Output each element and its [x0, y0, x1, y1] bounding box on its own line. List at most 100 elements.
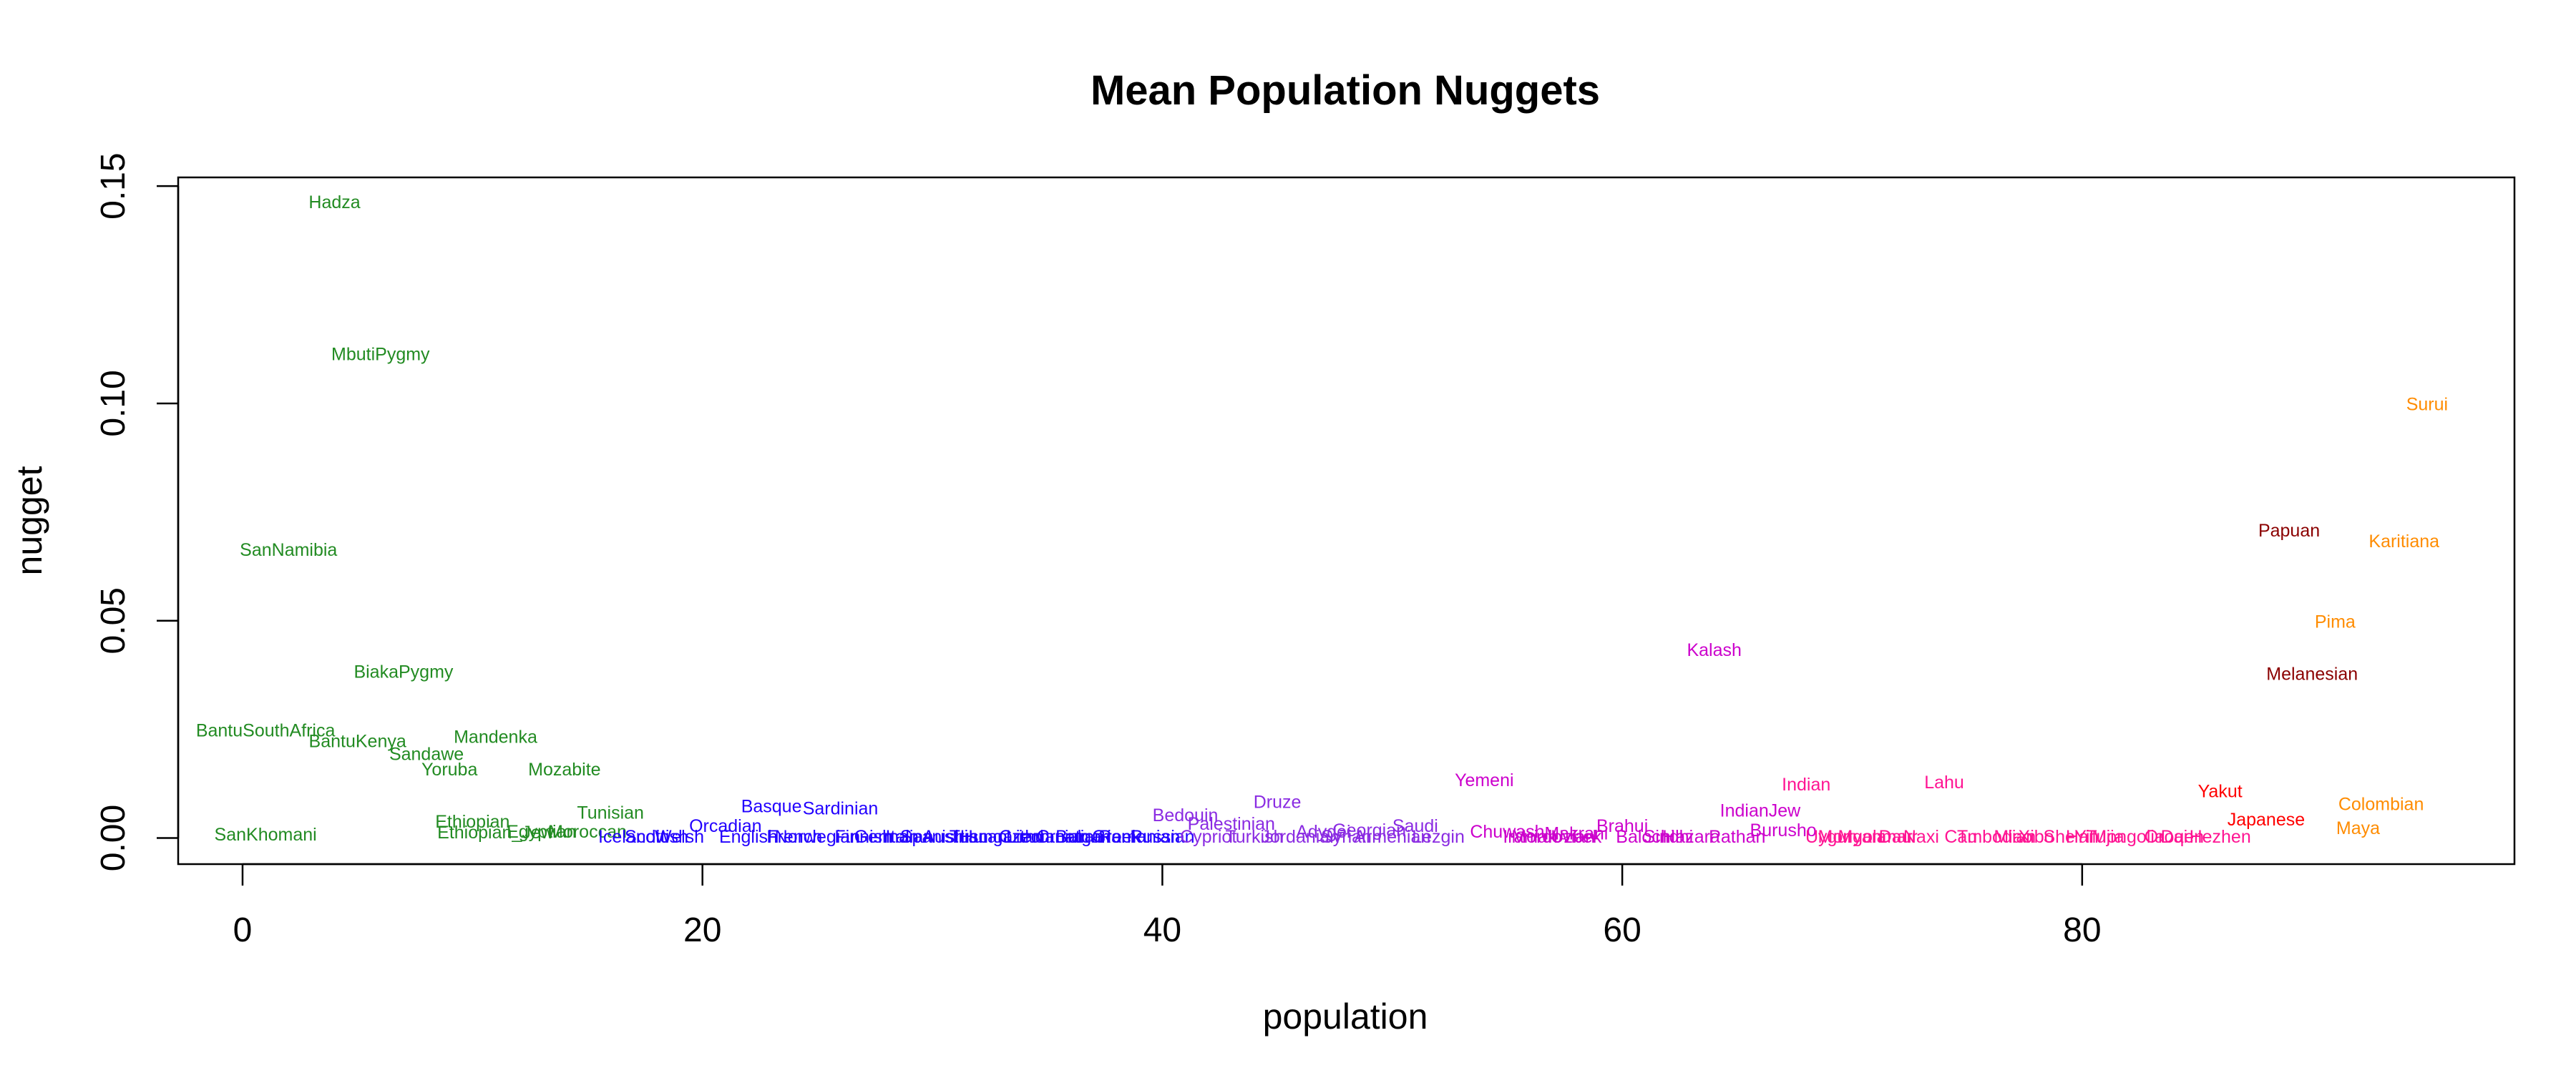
chart-title: Mean Population Nuggets	[1091, 67, 1600, 114]
point-label-mordovian: Mordovian	[1511, 827, 1595, 847]
point-label-miao: Miao	[1994, 827, 2032, 847]
point-label-indianjew: IndianJew	[1720, 801, 1802, 821]
point-label-bantukenya: BantuKenya	[309, 731, 406, 751]
point-label-yakut: Yakut	[2198, 781, 2243, 801]
point-label-hazara: Hazara	[1662, 827, 1720, 847]
point-label-dai: Dai	[2161, 827, 2188, 847]
point-label-melanesian: Melanesian	[2266, 664, 2358, 684]
point-label-orcadian: Orcadian	[689, 816, 761, 836]
y-tick-label: 0.10	[94, 370, 132, 436]
point-label-scottish: Scottish	[625, 827, 688, 847]
y-axis: 0.00 0.05 0.10 0.15	[94, 152, 180, 871]
point-label-lithuanian: Lithuanian	[1006, 827, 1088, 847]
point-label-syrian: Syrian	[1321, 827, 1372, 847]
point-label-yoruba: Yoruba	[421, 760, 477, 780]
point-label-norwegian: Norwegian	[775, 827, 861, 847]
point-label-japanese: Japanese	[2228, 810, 2305, 830]
point-label-tujia: Tujia	[2086, 827, 2124, 847]
point-label-makrani: Makrani	[1544, 823, 1608, 843]
point-label-armenian: Armenian	[1354, 827, 1430, 847]
point-label-biakapygmy: BiakaPygmy	[353, 662, 453, 682]
point-label-indian: Indian	[1782, 775, 1830, 795]
point-label-han: Han	[2066, 827, 2099, 847]
point-label-cypriot: Cypriot	[1180, 827, 1236, 847]
x-tick-label: 80	[2063, 911, 2101, 949]
point-label-basque: Basque	[741, 797, 802, 817]
point-label-mozabite: Mozabite	[528, 760, 600, 780]
point-label-palestinian: Palestinian	[1188, 814, 1275, 834]
point-label-balochi: Balochi	[1616, 827, 1674, 847]
point-label-sindhi: Sindhi	[1644, 827, 1694, 847]
x-axis: 0 20 40 60 80	[233, 863, 2102, 949]
point-label-welsh: Welsh	[655, 827, 704, 847]
point-label-sannamibia: SanNamibia	[240, 540, 337, 560]
x-tick-label: 40	[1143, 911, 1181, 949]
point-label-croatian: Croatian	[1037, 827, 1105, 847]
point-label-romanian: Romanian	[1098, 827, 1180, 847]
point-label-pathan: Pathan	[1709, 827, 1765, 847]
point-label-sankhomani: SanKhomani	[215, 825, 317, 845]
point-label-mandenka: Mandenka	[454, 727, 537, 747]
point-label-karitiana: Karitiana	[2368, 531, 2439, 552]
point-label-greek: Greek	[1092, 827, 1141, 847]
point-label-italian: Italian	[886, 827, 934, 847]
point-label-austrian: Austrian	[922, 827, 988, 847]
point-label-oroqen: Oroqen	[2145, 827, 2204, 847]
point-label-chuwash: Chuwash	[1470, 822, 1544, 842]
point-label-yemeni: Yemeni	[1455, 770, 1513, 790]
point-label-she: She	[2043, 827, 2074, 847]
point-label-english: English	[719, 827, 778, 847]
point-label-finnish: Finnish	[834, 827, 892, 847]
point-label-lahu: Lahu	[1924, 773, 1964, 793]
point-label-french: French	[766, 827, 822, 847]
point-label-hezhen: Hezhen	[2190, 827, 2251, 847]
point-label-saudi: Saudi	[1392, 816, 1438, 836]
point-label-uzbek: Uzbek	[1551, 827, 1601, 847]
y-axis-label: nugget	[9, 466, 49, 575]
x-tick-label: 20	[683, 911, 721, 949]
point-label-moroccan: Moroccan	[548, 822, 627, 842]
point-label-druze: Druze	[1254, 793, 1302, 813]
point-label-mongola: Mongola	[1818, 827, 1887, 847]
point-label-burusho: Burusho	[1750, 820, 1817, 841]
point-label-tuscan: Tuscan	[950, 827, 1008, 847]
point-label-tunisian: Tunisian	[577, 803, 644, 823]
point-label-mongolia: Mongolia	[2092, 827, 2165, 847]
point-label-bulgarian: Bulgarian	[1055, 827, 1131, 847]
point-label-german: German	[854, 827, 919, 847]
point-label-bedouin: Bedouin	[1153, 805, 1219, 825]
point-label-brahui: Brahui	[1596, 816, 1648, 836]
point-label-spanish: Spanish	[900, 827, 965, 847]
point-label-egyptian: Egyptian	[507, 822, 576, 842]
point-label-uygur: Uygur	[1805, 827, 1853, 847]
point-label-sandawe: Sandawe	[389, 745, 464, 765]
x-tick-label: 0	[233, 911, 253, 949]
y-tick-label: 0.05	[94, 587, 132, 654]
y-tick-label: 0.00	[94, 805, 132, 871]
x-tick-label: 60	[1603, 911, 1641, 949]
x-axis-label: population	[1263, 996, 1428, 1037]
point-label-naxi: Naxi	[1903, 827, 1939, 847]
point-label-georgian: Georgian	[1332, 820, 1406, 841]
point-label-pima: Pima	[2315, 612, 2356, 632]
point-label-surui: Surui	[2406, 395, 2448, 415]
point-label-tu: Tu	[1957, 827, 1977, 847]
point-label-czech: Czech	[999, 827, 1050, 847]
point-label-lezgin: Lezgin	[1412, 827, 1465, 847]
point-label-russian: Russian	[1130, 827, 1194, 847]
point-labels: SanKhomani SanNamibia Hadza BantuSouthAfric…	[196, 192, 2448, 847]
point-label-cambodian: Cambodian	[1944, 827, 2036, 847]
point-label-jordanian: Jordanian	[1261, 827, 1340, 847]
point-label-ethiopian-jew: Ethiopian_Jew	[437, 823, 555, 843]
point-label-kalash: Kalash	[1687, 640, 1741, 660]
point-label-papuan: Papuan	[2258, 521, 2320, 541]
point-label-hungarian: Hungarian	[960, 827, 1043, 847]
point-label-maya: Maya	[2336, 818, 2380, 838]
point-label-yi: Yi	[2074, 827, 2089, 847]
point-label-mbutipygmy: MbutiPygmy	[331, 345, 430, 365]
point-label-xibo: Xibo	[2019, 827, 2054, 847]
point-label-myanmar: Myanmar	[1838, 827, 1913, 847]
point-label-daur: Daur	[1879, 827, 1918, 847]
point-label-bantusouthafrica: BantuSouthAfrica	[196, 720, 336, 740]
